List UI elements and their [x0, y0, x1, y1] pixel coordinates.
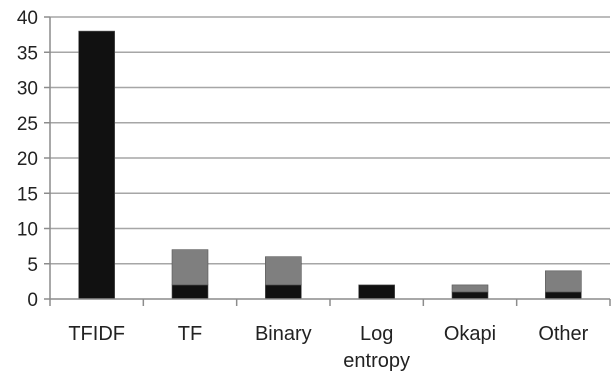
y-tick-label: 10 — [17, 220, 38, 241]
y-tick-label: 20 — [17, 149, 38, 170]
y-tick-label: 15 — [17, 184, 38, 205]
x-category-label: entropy — [343, 350, 410, 372]
y-tick-labels: 0 5 10 15 20 25 30 35 40 — [17, 8, 38, 311]
x-category-label: Other — [538, 323, 588, 345]
x-category-label: TFIDF — [68, 323, 125, 345]
bar-segment — [451, 284, 489, 293]
y-tick-label: 5 — [27, 255, 38, 276]
y-tick-label: 40 — [17, 8, 38, 29]
y-tick-label: 30 — [17, 79, 38, 100]
bar-segment — [451, 291, 489, 300]
bar-segment — [545, 270, 582, 293]
bar-segment — [265, 284, 302, 300]
y-tick-label: 0 — [27, 290, 38, 311]
x-category-label: TF — [178, 323, 202, 345]
x-category-label: Binary — [255, 323, 312, 345]
axes — [44, 16, 611, 306]
bar-segment — [171, 284, 209, 300]
x-category-labels: TFIDF TF Binary Log entropy Okapi Other — [68, 323, 588, 372]
bar-segment — [265, 256, 302, 286]
bars — [78, 30, 582, 300]
gridlines — [50, 16, 610, 265]
y-tick-label: 35 — [17, 43, 38, 64]
bar-segment — [545, 291, 582, 300]
y-tick-label: 25 — [17, 114, 38, 135]
x-category-label: Log — [360, 323, 393, 345]
bar-segment — [358, 284, 395, 300]
bar-segment — [78, 30, 115, 300]
x-category-label: Okapi — [444, 323, 496, 345]
bar-segment — [171, 249, 209, 286]
